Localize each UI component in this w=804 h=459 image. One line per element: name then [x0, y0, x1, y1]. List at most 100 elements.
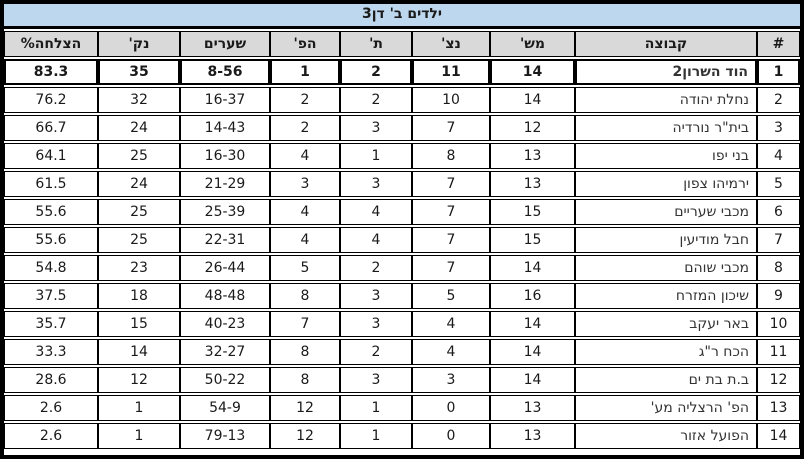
cell-rank: 4 — [757, 143, 800, 169]
cell-games: 13 — [490, 143, 575, 169]
cell-losses: 4 — [270, 143, 340, 169]
cell-success: 2.6 — [4, 423, 98, 449]
cell-losses: 12 — [270, 395, 340, 421]
cell-losses: 4 — [270, 227, 340, 253]
cell-points: 32 — [98, 87, 180, 113]
table-row: 4 בני יפו 13 8 1 4 16-30 25 64.1 — [4, 143, 800, 169]
cell-games: 14 — [490, 87, 575, 113]
cell-draws: 3 — [340, 171, 412, 197]
cell-rank: 8 — [757, 255, 800, 281]
cell-draws: 1 — [340, 395, 412, 421]
cell-wins: 8 — [412, 143, 490, 169]
column-header-goals: שערים — [180, 31, 270, 57]
cell-success: 66.7 — [4, 115, 98, 141]
cell-points: 12 — [98, 367, 180, 393]
cell-losses: 5 — [270, 255, 340, 281]
cell-success: 2.6 — [4, 395, 98, 421]
cell-rank: 1 — [757, 59, 800, 85]
cell-draws: 4 — [340, 227, 412, 253]
cell-wins: 7 — [412, 199, 490, 225]
cell-losses: 1 — [270, 59, 340, 85]
cell-team: הכח ר"ג — [575, 339, 757, 365]
cell-goals: 48-48 — [180, 283, 270, 309]
cell-draws: 2 — [340, 87, 412, 113]
cell-success: 76.2 — [4, 87, 98, 113]
cell-draws: 3 — [340, 367, 412, 393]
cell-team: מכבי שוהם — [575, 255, 757, 281]
cell-rank: 11 — [757, 339, 800, 365]
cell-goals: 16-37 — [180, 87, 270, 113]
cell-team: מכבי שעריים — [575, 199, 757, 225]
table-row: 14 הפועל אזור 13 0 1 12 79-13 1 2.6 — [4, 423, 800, 449]
cell-points: 24 — [98, 115, 180, 141]
table-row: 7 חבל מודיעין 15 7 4 4 22-31 25 55.6 — [4, 227, 800, 253]
cell-goals: 79-13 — [180, 423, 270, 449]
cell-goals: 32-27 — [180, 339, 270, 365]
cell-team: הפועל אזור — [575, 423, 757, 449]
column-header-team: קבוצה — [575, 31, 757, 57]
cell-rank: 10 — [757, 311, 800, 337]
cell-goals: 22-31 — [180, 227, 270, 253]
cell-games: 14 — [490, 59, 575, 85]
cell-wins: 3 — [412, 367, 490, 393]
cell-games: 14 — [490, 367, 575, 393]
column-header-wins: נצ' — [412, 31, 490, 57]
cell-draws: 2 — [340, 339, 412, 365]
cell-games: 12 — [490, 115, 575, 141]
cell-team: באר יעקב — [575, 311, 757, 337]
cell-wins: 4 — [412, 311, 490, 337]
cell-rank: 6 — [757, 199, 800, 225]
cell-losses: 2 — [270, 87, 340, 113]
cell-losses: 12 — [270, 423, 340, 449]
cell-success: 37.5 — [4, 283, 98, 309]
cell-games: 16 — [490, 283, 575, 309]
cell-team: הפ' הרצליה מע' — [575, 395, 757, 421]
cell-wins: 7 — [412, 227, 490, 253]
cell-rank: 2 — [757, 87, 800, 113]
cell-draws: 2 — [340, 255, 412, 281]
cell-losses: 8 — [270, 367, 340, 393]
table-row: 1 הוד השרון2 14 11 2 1 8-56 35 83.3 — [4, 59, 800, 85]
cell-points: 25 — [98, 227, 180, 253]
header-row: # קבוצה מש' נצ' ת' הפ' שערים נק' הצלחה% — [4, 31, 800, 57]
cell-team: ירמיהו צפון — [575, 171, 757, 197]
cell-games: 13 — [490, 423, 575, 449]
cell-points: 1 — [98, 395, 180, 421]
cell-wins: 7 — [412, 115, 490, 141]
table-title: ילדים ב' דן3 — [4, 4, 800, 29]
cell-rank: 9 — [757, 283, 800, 309]
table-row: 2 נחלת יהודה 14 10 2 2 16-37 32 76.2 — [4, 87, 800, 113]
cell-points: 18 — [98, 283, 180, 309]
cell-points: 25 — [98, 199, 180, 225]
cell-draws: 2 — [340, 59, 412, 85]
cell-games: 14 — [490, 255, 575, 281]
cell-team: הוד השרון2 — [575, 59, 757, 85]
cell-points: 23 — [98, 255, 180, 281]
cell-team: ב.ת בת ים — [575, 367, 757, 393]
column-header-games: מש' — [490, 31, 575, 57]
cell-wins: 7 — [412, 171, 490, 197]
cell-points: 15 — [98, 311, 180, 337]
cell-goals: 40-23 — [180, 311, 270, 337]
cell-team: בית"ר נורדיה — [575, 115, 757, 141]
cell-losses: 8 — [270, 339, 340, 365]
cell-goals: 26-44 — [180, 255, 270, 281]
cell-rank: 7 — [757, 227, 800, 253]
cell-rank: 12 — [757, 367, 800, 393]
cell-rank: 14 — [757, 423, 800, 449]
cell-success: 35.7 — [4, 311, 98, 337]
cell-rank: 3 — [757, 115, 800, 141]
table-row: 11 הכח ר"ג 14 4 2 8 32-27 14 33.3 — [4, 339, 800, 365]
cell-losses: 4 — [270, 199, 340, 225]
cell-games: 13 — [490, 171, 575, 197]
cell-wins: 10 — [412, 87, 490, 113]
cell-team: חבל מודיעין — [575, 227, 757, 253]
cell-goals: 16-30 — [180, 143, 270, 169]
cell-wins: 4 — [412, 339, 490, 365]
cell-success: 61.5 — [4, 171, 98, 197]
standings-table: # קבוצה מש' נצ' ת' הפ' שערים נק' הצלחה% 1 הוד השר… — [4, 29, 800, 451]
cell-draws: 3 — [340, 115, 412, 141]
cell-points: 24 — [98, 171, 180, 197]
cell-success: 64.1 — [4, 143, 98, 169]
